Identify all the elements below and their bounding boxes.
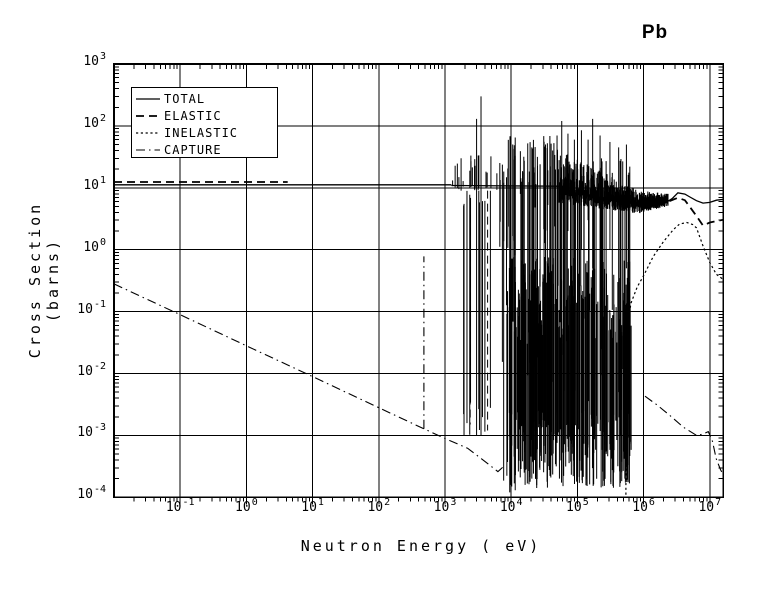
x-tick-label: 100: [224, 497, 268, 515]
y-tick-label: 10-2: [40, 360, 106, 379]
y-tick-label: 100: [40, 236, 106, 255]
tick-exponent: -2: [93, 360, 106, 372]
legend-label: TOTAL: [164, 91, 206, 106]
y-tick-label: 10-3: [40, 422, 106, 441]
tick-base: 10: [367, 500, 384, 515]
tick-exponent: 1: [99, 174, 106, 186]
series-elastic: [114, 181, 724, 227]
tick-exponent: -4: [93, 484, 106, 496]
tick-exponent: -1: [182, 497, 195, 508]
x-axis-label: Neutron Energy ( eV): [300, 537, 542, 555]
tick-exponent: 2: [99, 112, 106, 124]
tick-base: 10: [433, 500, 450, 515]
legend-label: CAPTURE: [164, 142, 222, 157]
series-inelastic: [625, 221, 724, 495]
tick-exponent: 2: [384, 497, 391, 508]
tick-base: 10: [165, 500, 182, 515]
tick-base: 10: [235, 500, 251, 515]
x-tick-label: 103: [423, 497, 467, 515]
x-tick-label: 102: [357, 497, 401, 515]
tick-base: 10: [632, 500, 648, 515]
y-tick-label: 101: [40, 174, 106, 193]
legend-box: TOTAL ELASTIC INELASTIC CAPTURE: [131, 87, 278, 158]
x-tick-label: 101: [291, 497, 335, 515]
tick-exponent: 4: [516, 497, 523, 508]
tick-exponent: -1: [93, 298, 106, 310]
resonance-spikes: [452, 96, 669, 493]
tick-base: 10: [83, 177, 99, 193]
tick-exponent: 0: [99, 236, 106, 248]
tick-exponent: -3: [93, 422, 106, 434]
tick-base: 10: [83, 115, 99, 131]
tick-base: 10: [566, 500, 582, 515]
x-tick-label: 104: [489, 497, 533, 515]
x-tick-label: 107: [688, 497, 732, 515]
tick-exponent: 7: [715, 497, 722, 508]
tick-base: 10: [83, 239, 99, 255]
x-tick-label: 106: [622, 497, 666, 515]
tick-base: 10: [77, 301, 93, 317]
legend-label: INELASTIC: [164, 125, 239, 140]
plot-frame: [113, 63, 725, 499]
tick-exponent: 0: [251, 497, 258, 508]
y-tick-label: 102: [40, 112, 106, 131]
legend-item-total: TOTAL: [135, 90, 277, 107]
legend-line-sample-dash-dot: [136, 148, 160, 151]
legend-line-sample-solid: [136, 97, 160, 100]
tick-base: 10: [77, 487, 93, 503]
tick-base: 10: [83, 54, 99, 69]
legend-item-capture: CAPTURE: [135, 141, 277, 158]
minor-ticks: [114, 64, 724, 505]
series-capture: [114, 256, 724, 476]
tick-exponent: 1: [317, 497, 324, 508]
legend-label: ELASTIC: [164, 108, 222, 123]
legend-line-sample-long-dash: [136, 114, 160, 117]
y-tick-label: 10-1: [40, 298, 106, 317]
x-tick-label: 10-1: [158, 497, 202, 515]
y-tick-label: 103: [40, 51, 106, 69]
legend-item-elastic: ELASTIC: [135, 107, 277, 124]
x-tick-label: 105: [555, 497, 599, 515]
legend-line-sample-short-dash: [136, 131, 160, 134]
y-tick-label: 10-4: [40, 484, 106, 503]
tick-base: 10: [77, 363, 93, 379]
tick-base: 10: [77, 425, 93, 441]
tick-exponent: 6: [648, 497, 655, 508]
tick-exponent: 3: [450, 497, 457, 508]
tick-exponent: 5: [582, 497, 589, 508]
tick-base: 10: [698, 500, 715, 515]
chart-title: Pb: [641, 22, 669, 43]
tick-base: 10: [301, 500, 317, 515]
y-axis-label: Cross Section (barns): [26, 201, 62, 359]
tick-base: 10: [499, 500, 516, 515]
legend-item-inelastic: INELASTIC: [135, 124, 277, 141]
tick-exponent: 3: [99, 51, 106, 62]
